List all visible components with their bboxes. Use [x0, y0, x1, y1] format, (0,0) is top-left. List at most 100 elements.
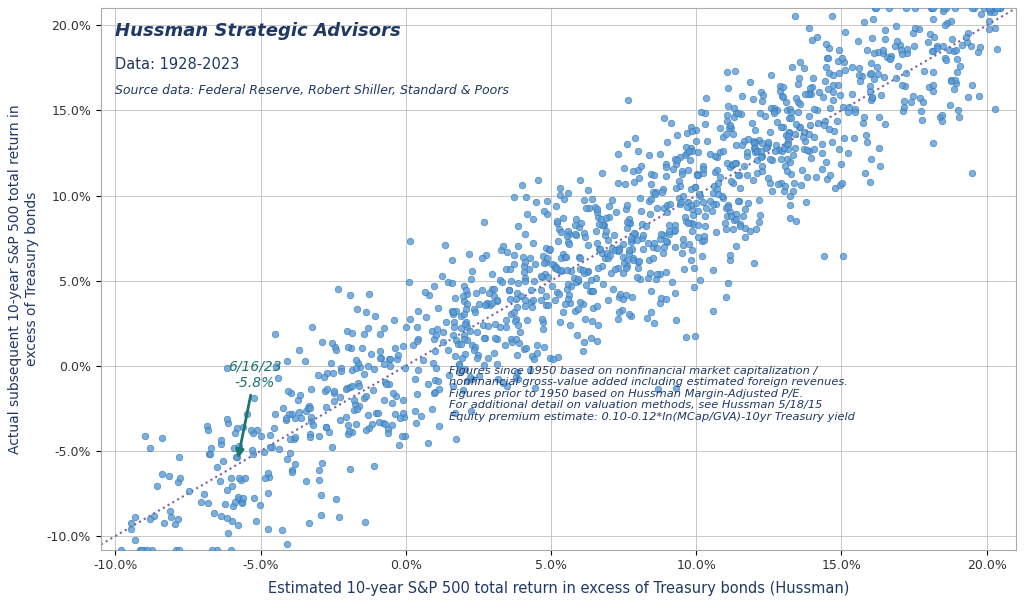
- Point: [181, 487, 198, 496]
- Point: [663, 118, 679, 127]
- Point: [643, 286, 659, 295]
- Point: [456, 330, 472, 339]
- Point: [469, 327, 485, 337]
- Point: [695, 197, 712, 207]
- Point: [835, 102, 851, 112]
- Point: [449, 307, 465, 316]
- Point: [710, 185, 726, 194]
- Point: [764, 156, 780, 165]
- Point: [408, 374, 424, 384]
- Point: [480, 289, 497, 298]
- Point: [376, 395, 392, 405]
- Point: [291, 407, 307, 417]
- Point: [414, 411, 430, 421]
- Point: [410, 389, 426, 399]
- Point: [544, 259, 560, 269]
- Point: [371, 417, 387, 426]
- Point: [846, 133, 862, 143]
- Point: [301, 401, 317, 411]
- Point: [394, 341, 411, 351]
- Point: [267, 409, 284, 419]
- Point: [751, 195, 767, 205]
- Point: [865, 74, 882, 83]
- Point: [986, 7, 1002, 17]
- Point: [774, 122, 791, 132]
- Point: [517, 342, 534, 352]
- Point: [681, 239, 697, 248]
- Point: [925, 80, 941, 90]
- Point: [757, 111, 773, 121]
- Point: [162, 506, 178, 516]
- Point: [523, 297, 540, 307]
- Point: [815, 92, 831, 102]
- Point: [753, 87, 769, 97]
- Point: [202, 449, 218, 459]
- Point: [303, 417, 319, 426]
- Point: [616, 163, 633, 173]
- Point: [618, 262, 635, 271]
- X-axis label: Estimated 10-year S&P 500 total return in excess of Treasury bonds (Hussman): Estimated 10-year S&P 500 total return i…: [267, 580, 849, 596]
- Point: [518, 315, 535, 325]
- Point: [385, 388, 401, 397]
- Point: [762, 127, 778, 137]
- Point: [567, 277, 584, 286]
- Point: [287, 414, 303, 423]
- Point: [292, 390, 308, 399]
- Point: [230, 442, 247, 451]
- Point: [862, 153, 879, 163]
- Point: [649, 204, 666, 213]
- Point: [578, 204, 594, 213]
- Point: [642, 169, 658, 179]
- Point: [226, 428, 243, 438]
- Point: [671, 176, 687, 185]
- Point: [256, 447, 272, 457]
- Point: [829, 56, 846, 65]
- Point: [746, 144, 763, 153]
- Point: [728, 209, 744, 219]
- Point: [925, 67, 941, 77]
- Point: [658, 162, 675, 172]
- Point: [521, 264, 538, 274]
- Point: [370, 408, 386, 417]
- Point: [510, 321, 526, 330]
- Point: [553, 253, 569, 263]
- Point: [830, 45, 847, 54]
- Point: [625, 255, 641, 265]
- Point: [674, 169, 690, 179]
- Point: [387, 343, 403, 353]
- Point: [798, 137, 814, 146]
- Point: [644, 242, 660, 252]
- Point: [791, 73, 807, 83]
- Point: [410, 336, 426, 346]
- Point: [675, 234, 691, 244]
- Point: [287, 460, 303, 469]
- Point: [834, 178, 850, 188]
- Point: [784, 187, 801, 196]
- Point: [303, 384, 319, 394]
- Point: [456, 281, 472, 291]
- Point: [590, 263, 606, 273]
- Point: [410, 306, 426, 315]
- Point: [672, 152, 688, 161]
- Point: [133, 545, 150, 554]
- Text: Data: 1928-2023: Data: 1928-2023: [115, 57, 239, 72]
- Point: [804, 35, 820, 45]
- Point: [602, 249, 618, 259]
- Point: [170, 478, 186, 487]
- Point: [150, 481, 166, 491]
- Point: [226, 444, 243, 454]
- Point: [667, 289, 683, 298]
- Point: [754, 161, 770, 171]
- Point: [602, 268, 618, 278]
- Point: [861, 178, 878, 187]
- Point: [358, 391, 375, 401]
- Point: [727, 66, 743, 76]
- Point: [508, 314, 524, 324]
- Point: [778, 98, 795, 108]
- Point: [906, 4, 923, 13]
- Point: [654, 230, 671, 240]
- Point: [708, 199, 724, 209]
- Point: [858, 137, 874, 146]
- Point: [652, 149, 669, 159]
- Point: [418, 313, 434, 323]
